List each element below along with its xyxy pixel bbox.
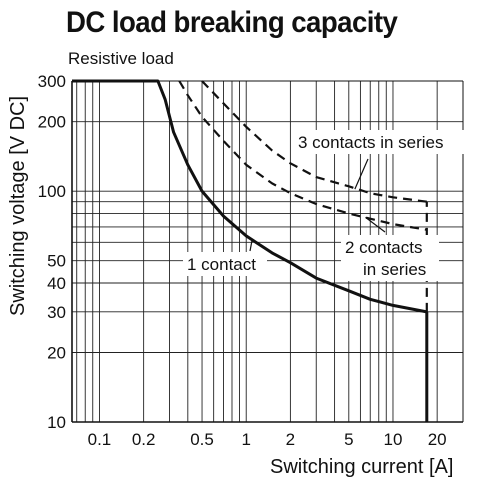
x-tick-label: 20 [428, 430, 447, 449]
annotation-box-1 [294, 130, 466, 154]
series-1-line [72, 79, 428, 314]
chart-subtitle: Resistive load [68, 49, 174, 68]
y-tick-label: 30 [47, 303, 66, 322]
x-tick-label: 2 [286, 430, 295, 449]
x-tick-label: 0.1 [88, 430, 112, 449]
annotation-label-3: 1 contact [187, 255, 256, 274]
y-tick-label: 10 [47, 413, 66, 432]
y-tick-label: 100 [38, 182, 66, 201]
x-tick-label: 5 [344, 430, 353, 449]
y-tick-label: 200 [38, 113, 66, 132]
annotation-label-2: 2 contacts [345, 238, 423, 257]
y-axis-label: Switching voltage [V DC] [7, 96, 29, 316]
x-axis-label: Switching current [A] [270, 456, 453, 478]
annotation-box-2 [341, 235, 439, 281]
annotation-leader-2 [365, 216, 386, 233]
y-tick-label: 300 [38, 72, 66, 91]
annotations: 3 contacts in series 2 contacts in series 1… [183, 130, 466, 281]
annotation-label-2: in series [363, 260, 426, 279]
series-2-line [178, 80, 427, 231]
chart-title: DC load breaking capacity [66, 6, 398, 39]
x-tick-label: 0.5 [190, 430, 214, 449]
series-3-line [201, 80, 427, 203]
x-tick-labels: 0.1 0.2 0.5 1 2 5 10 20 [88, 430, 447, 449]
annotation-leader-3 [249, 238, 253, 252]
y-tick-labels: 10 20 30 40 50 100 200 300 [38, 72, 66, 432]
annotation-leader-1 [354, 158, 369, 190]
x-tick-label: 10 [384, 430, 403, 449]
annotation-leaders [249, 158, 386, 252]
curves [72, 79, 429, 422]
x-tick-label: 0.2 [132, 430, 156, 449]
annotation-label-1: 3 contacts in series [298, 133, 444, 152]
x-tick-label: 1 [241, 430, 250, 449]
y-tick-label: 50 [47, 252, 66, 271]
y-tick-label: 40 [47, 274, 66, 293]
annotation-box-3 [183, 252, 267, 276]
y-tick-label: 20 [47, 344, 66, 363]
